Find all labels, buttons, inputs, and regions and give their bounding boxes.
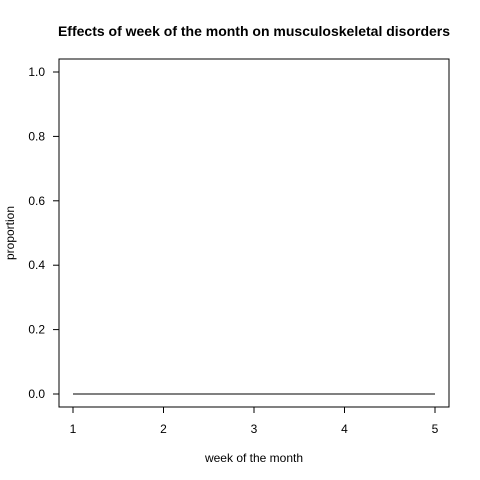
y-tick-label: 1.0 [28, 65, 45, 79]
x-tick-label: 5 [432, 422, 439, 436]
chart-title: Effects of week of the month on musculos… [58, 23, 450, 39]
y-tick-label: 0.8 [28, 129, 45, 143]
y-axis-label: proportion [3, 206, 17, 260]
x-tick-label: 2 [160, 422, 167, 436]
x-axis-label: week of the month [204, 451, 303, 465]
x-tick-label: 1 [70, 422, 77, 436]
x-axis: 1 2 3 4 5 [70, 407, 439, 436]
y-tick-label: 0.0 [28, 387, 45, 401]
y-tick-label: 0.4 [28, 258, 45, 272]
y-axis: 0.0 0.2 0.4 0.6 0.8 1.0 [28, 65, 59, 401]
plot-frame [58, 58, 450, 408]
x-tick-label: 3 [251, 422, 258, 436]
y-tick-label: 0.6 [28, 194, 45, 208]
x-tick-label: 4 [341, 422, 348, 436]
y-tick-label: 0.2 [28, 323, 45, 337]
